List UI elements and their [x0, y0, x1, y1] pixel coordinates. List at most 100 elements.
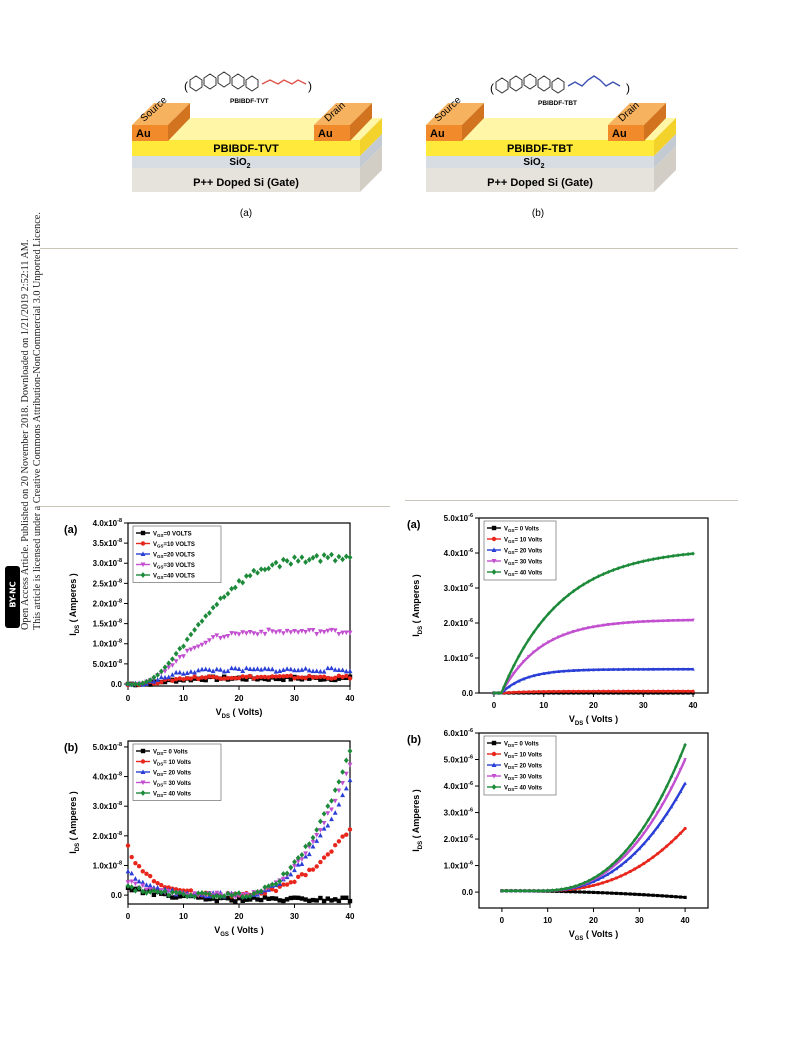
point-4-40: [591, 876, 596, 881]
point-2-55: [329, 665, 334, 671]
point-0-60: [641, 691, 645, 695]
point-4-58: [340, 556, 346, 563]
point-0-44: [601, 891, 605, 895]
point-0-40: [591, 691, 596, 695]
point-0-74: [669, 894, 673, 899]
au-right-a: Au: [318, 128, 333, 140]
point-4-37: [262, 884, 268, 891]
point-2-58: [340, 667, 346, 673]
series-line-3: [493, 618, 694, 695]
point-3-41: [277, 629, 283, 634]
legend-marker-4: [491, 569, 497, 575]
point-2-38: [266, 666, 272, 672]
point-1-50: [310, 675, 316, 680]
point-2-8: [512, 681, 516, 686]
legend-label-1: VGS= 10 Volts: [504, 538, 543, 545]
point-4-48: [303, 559, 309, 565]
point-0-50: [616, 691, 620, 695]
au-left-b: Au: [430, 128, 445, 140]
point-2-11: [166, 674, 172, 680]
point-3-55: [329, 627, 334, 633]
point-3-0: [125, 880, 131, 885]
legend-label-4: VDS= 40 Volts: [504, 786, 543, 793]
point-1-13: [173, 887, 179, 892]
svg-text:(: (: [490, 81, 494, 95]
point-4-25: [218, 893, 223, 900]
point-2-44: [601, 667, 606, 672]
point-2-60: [641, 667, 646, 671]
point-1-32: [244, 674, 249, 680]
point-1-42: [281, 882, 286, 887]
point-4-21: [203, 613, 209, 619]
point-4-60: [347, 748, 353, 754]
point-0-53: [321, 898, 327, 904]
y-axis-label: IDS ( Amperes ): [411, 789, 424, 852]
panel-label: (a): [64, 524, 78, 536]
point-4-22: [550, 888, 555, 893]
point-4-66: [651, 810, 655, 815]
point-1-68: [656, 852, 660, 856]
legend-label-0: VGS= 0 Volts: [504, 527, 540, 534]
point-2-59: [343, 785, 349, 791]
point-1-0: [125, 843, 131, 848]
legend-label-3: VGS= 30 Volts: [504, 560, 543, 567]
point-3-48: [303, 851, 309, 856]
point-1-60: [347, 827, 353, 832]
point-4-60: [637, 831, 642, 836]
legend-label-4: VDS= 40 Volts: [153, 792, 192, 799]
point-3-60: [347, 630, 353, 636]
point-1-34: [576, 689, 581, 693]
point-2-57: [336, 667, 342, 672]
point-3-34: [576, 628, 581, 633]
point-4-13: [173, 889, 179, 896]
point-4-41: [277, 563, 283, 570]
point-4-38: [587, 878, 591, 883]
point-1-62: [642, 861, 646, 866]
point-1-55: [329, 676, 334, 681]
point-1-30: [236, 675, 242, 681]
point-0-40: [591, 890, 596, 895]
point-2-53: [321, 826, 327, 831]
point-4-10: [162, 664, 168, 671]
point-4-50: [614, 858, 619, 863]
point-4-20: [199, 618, 205, 625]
point-2-56: [332, 810, 338, 815]
point-4-68: [655, 801, 660, 807]
point-4-15: [181, 643, 186, 650]
point-1-35: [255, 674, 260, 680]
point-0-44: [288, 677, 293, 682]
point-1-16: [185, 676, 190, 681]
point-0-50: [614, 891, 618, 895]
cc-badge[interactable]: BY-NC: [5, 566, 20, 628]
point-0-59: [344, 895, 349, 900]
point-1-32: [571, 689, 576, 693]
point-2-17: [188, 669, 194, 674]
point-3-46: [295, 859, 301, 864]
point-2-70: [666, 667, 670, 671]
point-4-20: [545, 888, 550, 893]
point-2-14: [177, 669, 183, 675]
point-3-74: [669, 786, 674, 791]
point-1-40: [591, 689, 596, 693]
point-4-66: [656, 556, 660, 561]
point-3-32: [243, 631, 249, 636]
point-1-36: [259, 674, 264, 680]
point-2-58: [636, 667, 641, 671]
point-1-22: [547, 689, 551, 694]
point-2-49: [306, 667, 312, 673]
point-0-44: [288, 895, 293, 901]
y-tick-label-0: 0.0: [462, 888, 474, 897]
point-3-34: [251, 631, 257, 636]
point-1-38: [587, 884, 591, 889]
point-0-47: [299, 896, 305, 901]
point-0-52: [621, 691, 625, 695]
x-tick-label-2: 20: [235, 694, 244, 703]
point-1-78: [686, 689, 690, 693]
point-1-24: [552, 689, 556, 694]
point-2-72: [665, 811, 669, 816]
point-0-34: [251, 895, 256, 900]
point-4-50: [310, 554, 316, 561]
point-4-36: [582, 880, 587, 885]
polymer-structure-a: (): [184, 71, 312, 93]
chart-right-b: (b) 0 10 20 30 40 0.0 1.0x10-6 2.0x10-6 3.0x10-6 4…: [407, 728, 709, 942]
